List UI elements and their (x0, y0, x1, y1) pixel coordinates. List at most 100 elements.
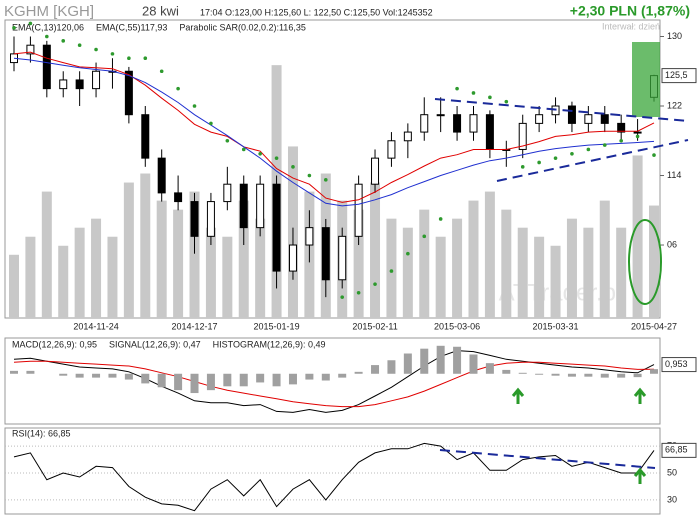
histogram-bar (256, 373, 265, 383)
volume-bar (58, 245, 69, 318)
histogram-bar (75, 373, 84, 378)
volume-bar (205, 227, 216, 318)
candle-body (256, 183, 265, 229)
histogram-bar (190, 373, 199, 394)
trendline-upper (434, 98, 689, 122)
marks: EMA(C,13)120,06 EMA(C,55)117,93 Parabolic … (5, 21, 697, 512)
y-tick-label: 30 (667, 494, 677, 504)
volume-bar (484, 191, 495, 318)
sar-dot (389, 269, 394, 273)
volume-bar (156, 200, 167, 318)
sar-dot (570, 151, 574, 156)
volume-bar (189, 191, 200, 318)
legend-entry: EMA(C,55)117,93 (96, 22, 167, 32)
series-line (13, 442, 655, 512)
sar-dot (94, 47, 98, 52)
sar-dot (110, 52, 115, 56)
y-tick-label: 130 (667, 31, 682, 41)
series-line (13, 350, 655, 413)
sar-dot (619, 138, 623, 143)
histogram-bar (272, 373, 281, 387)
sar-dot (652, 153, 656, 157)
histogram-bar (617, 373, 626, 378)
change: +2,30 PLN (1,87%) (570, 3, 690, 19)
candle-body (141, 114, 150, 159)
volume-bar (566, 218, 577, 318)
volume-ellipse (628, 219, 662, 305)
x-tick-label: 2015-04-27 (631, 321, 677, 331)
series-line (13, 57, 655, 207)
symbol: KGHM [KGH] (4, 3, 94, 20)
date: 28 kwi (142, 3, 179, 18)
volume-bar (583, 227, 594, 318)
volume-bar (550, 245, 561, 318)
price-frame (4, 19, 661, 319)
histogram-bar (157, 373, 166, 388)
candle-body (567, 105, 576, 124)
histogram-bar (59, 373, 68, 376)
volume-bar (123, 182, 134, 318)
candle-body (338, 235, 347, 281)
sar-dot (635, 134, 640, 139)
candle-body (584, 114, 593, 124)
sar-dot (520, 165, 525, 169)
histogram-bar (420, 348, 429, 374)
histogram-bar (108, 373, 117, 378)
rsi-trendline (439, 449, 656, 469)
histogram-bar (403, 353, 412, 374)
histogram-bar (223, 373, 232, 387)
histogram-bar (206, 373, 215, 391)
sar-dot (225, 138, 230, 143)
x-tick-label: 2014-11-24 (73, 321, 118, 331)
candle-body (75, 79, 84, 90)
histogram-bar (124, 373, 133, 380)
sar-dot (422, 234, 427, 239)
sar-dot (192, 104, 197, 108)
x-tick-label: 2015-03-31 (533, 321, 579, 331)
sar-dot (488, 95, 492, 100)
candle-body (305, 227, 314, 246)
sar-dot (323, 178, 328, 182)
histogram-bar (502, 369, 511, 374)
sar-dot (45, 34, 49, 39)
volume-bar (370, 182, 381, 318)
candle-body (469, 114, 478, 133)
legend-entry: HISTOGRAM(12,26,9): 0,49 (213, 339, 326, 349)
histogram-bar (650, 369, 658, 374)
volume-bar (353, 209, 364, 318)
volume-bar (41, 191, 52, 318)
histogram-bar (485, 363, 494, 374)
sar-dot (455, 86, 459, 91)
volume-bar (140, 173, 151, 318)
sar-dot (28, 21, 33, 26)
sar-dot (61, 39, 66, 43)
y-tick-label: 122 (667, 100, 682, 110)
sar-dot (77, 43, 82, 47)
sar-dot (373, 282, 377, 286)
histogram-bar (354, 371, 363, 374)
volume-bar (222, 236, 233, 318)
candle-body (190, 201, 199, 237)
volume-bar (402, 227, 413, 318)
histogram-bar (10, 370, 18, 374)
y-tick-label: 06 (667, 239, 677, 249)
volume-bar (468, 200, 479, 318)
histogram-bar (600, 373, 609, 378)
trendline-lower (496, 139, 689, 182)
volume-bar (632, 155, 643, 318)
candle-body (174, 192, 183, 203)
volume-bar (649, 205, 659, 318)
volume-bar (255, 218, 266, 318)
candle-body (403, 131, 412, 142)
sar-dot (241, 147, 246, 152)
sar-dot (274, 156, 279, 160)
volume-bar (386, 218, 397, 318)
candle-body (436, 114, 445, 117)
legend-entry: Parabolic SAR(0.02,0.2):116,35 (179, 22, 305, 32)
sar-dot (127, 56, 131, 61)
interval: Interwał: dzień (602, 21, 660, 31)
histogram-bar (141, 373, 150, 384)
candle-body (321, 227, 330, 281)
candle-body (518, 122, 527, 150)
